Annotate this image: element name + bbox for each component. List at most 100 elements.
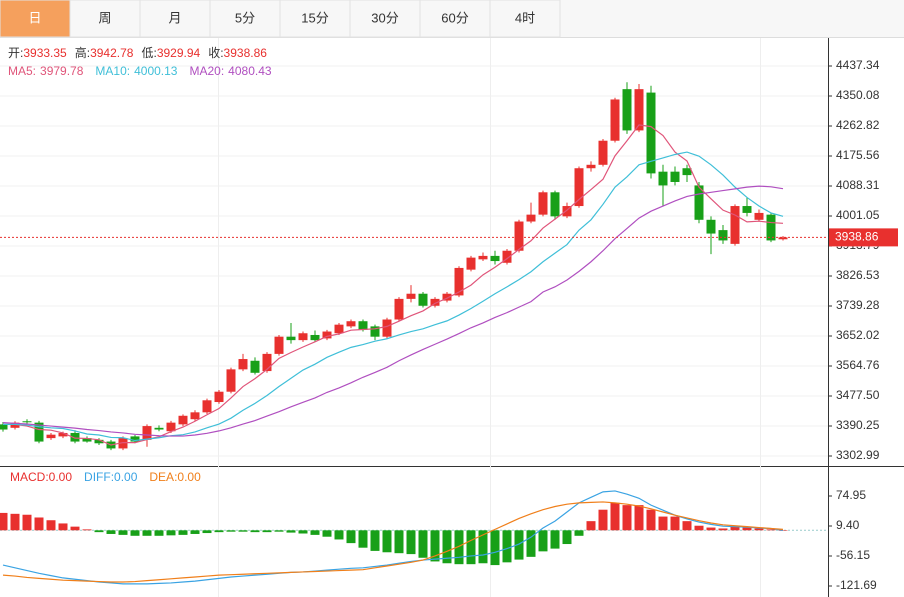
candle-body: [226, 369, 236, 392]
tab-label[interactable]: 4时: [515, 10, 535, 25]
tab-label[interactable]: 60分: [441, 10, 468, 25]
y-tick-label: 3477.50: [836, 388, 880, 402]
macd-bar: [610, 502, 620, 531]
macd-bar: [166, 530, 176, 536]
candle-body: [610, 99, 620, 141]
legend-name: MACD:: [10, 470, 49, 484]
tab-bg[interactable]: [0, 0, 71, 38]
candle-body: [94, 439, 104, 444]
tab-label[interactable]: 月: [168, 10, 181, 25]
candle-body: [634, 89, 644, 131]
macd-bar: [418, 530, 428, 558]
candle-body: [742, 206, 752, 213]
legend-name: MA5:: [8, 64, 36, 78]
macd-bar: [94, 530, 104, 533]
legend-name: DEA:: [149, 470, 177, 484]
macd-bar: [454, 530, 464, 565]
macd-bar: [70, 526, 80, 531]
tab-bar: [0, 0, 904, 37]
tab-label[interactable]: 周: [98, 10, 111, 25]
macd-bar: [274, 530, 284, 532]
macd-bar: [646, 509, 656, 531]
candle-body: [298, 333, 308, 341]
macd-bar: [178, 530, 188, 535]
tab-label[interactable]: 30分: [371, 10, 398, 25]
candle-body: [418, 293, 428, 306]
y-tick-label: -121.69: [836, 578, 877, 592]
tab-label[interactable]: 15分: [301, 10, 328, 25]
macd-bar: [202, 530, 212, 534]
macd-bar: [622, 505, 632, 531]
macd-bar: [706, 527, 716, 531]
macd-bar: [406, 530, 416, 555]
macd-bar: [478, 530, 488, 564]
tab-bg[interactable]: [489, 0, 561, 38]
candle-body: [538, 192, 548, 215]
macd-bar: [526, 530, 536, 557]
price-tag-bg: [829, 228, 898, 247]
macd-bar: [262, 530, 272, 533]
macd-bar: [658, 516, 668, 531]
candle-body: [382, 319, 392, 337]
candle-body: [10, 422, 20, 428]
macd-bar: [82, 529, 92, 531]
candle-body: [166, 422, 176, 432]
macd-bar: [766, 529, 776, 531]
macd-bar: [346, 530, 356, 544]
macd-bar: [310, 530, 320, 535]
macd-bar: [334, 530, 344, 540]
candle-body: [562, 206, 572, 217]
candle-body: [598, 140, 608, 165]
y-tick-label: 3652.02: [836, 328, 880, 342]
candle-body: [442, 293, 452, 301]
ma-line: [3, 151, 784, 442]
legend-name: MA10:: [95, 64, 130, 78]
candle-body: [70, 432, 80, 442]
macd-bar: [238, 530, 248, 532]
tab-label[interactable]: 5分: [235, 10, 255, 25]
candle-body: [646, 92, 656, 174]
macd-bar: [682, 521, 692, 531]
macd-bar: [694, 525, 704, 531]
macd-bar: [298, 530, 308, 534]
macd-bar: [322, 530, 332, 537]
legend-name: MA20:: [189, 64, 224, 78]
macd-bar: [34, 517, 44, 531]
candle-body: [478, 255, 488, 260]
tab-label[interactable]: 日: [28, 10, 41, 25]
ma-line: [3, 124, 784, 446]
macd-bar: [10, 513, 20, 531]
candle-body: [0, 424, 8, 430]
candle-body: [586, 164, 596, 169]
macd-line: [2, 501, 784, 583]
macd-bar: [106, 530, 116, 534]
y-tick-label: 4437.34: [836, 58, 880, 72]
candle-body: [250, 360, 260, 373]
candle-body: [370, 326, 380, 337]
candle-body: [202, 400, 212, 413]
candle-body: [694, 185, 704, 220]
macd-bar: [142, 530, 152, 536]
candle-body: [574, 168, 584, 207]
candle-body: [82, 438, 92, 442]
y-tick-label: 3564.76: [836, 358, 880, 372]
candle-body: [322, 331, 332, 339]
candle-body: [766, 214, 776, 241]
candle-body: [178, 415, 188, 425]
legend-value: 0.00: [177, 470, 201, 484]
macd-bar: [538, 530, 548, 552]
candle-body: [682, 168, 692, 176]
macd-bar: [0, 512, 8, 531]
candle-body: [310, 334, 320, 341]
ma-line: [2, 185, 784, 437]
candle-body: [190, 412, 200, 420]
macd-bar: [718, 528, 728, 531]
macd-bar: [634, 505, 644, 531]
macd-bar: [598, 509, 608, 531]
macd-bar: [58, 523, 68, 531]
legend-value: 4000.13: [134, 64, 178, 78]
y-tick-label: 4350.08: [836, 88, 880, 102]
macd-bar: [154, 530, 164, 536]
macd-bar: [490, 530, 500, 566]
macd-bar: [562, 530, 572, 545]
